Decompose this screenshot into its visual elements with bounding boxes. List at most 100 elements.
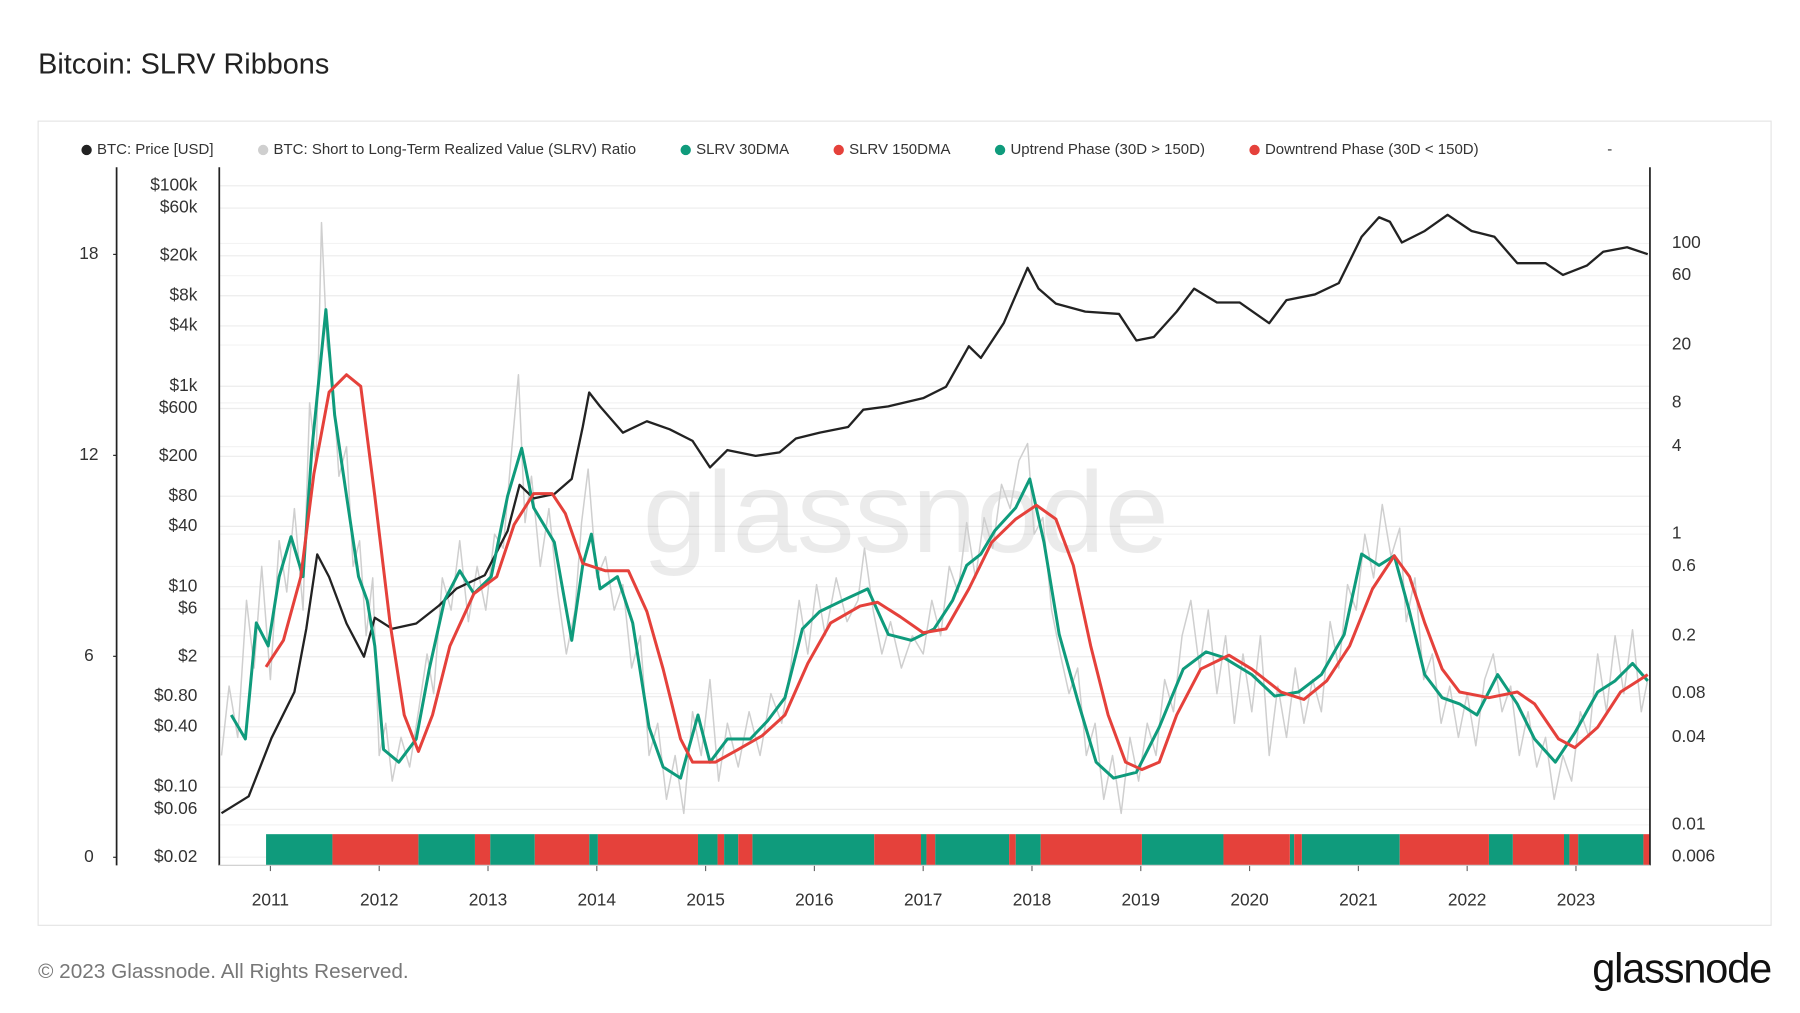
y2-tick-label: 0.2 xyxy=(1672,624,1696,644)
x-tick-label: 2021 xyxy=(1339,890,1377,910)
phase-band xyxy=(1294,834,1302,866)
phase-band xyxy=(1399,834,1489,866)
phase-band xyxy=(597,834,698,866)
phase-band xyxy=(874,834,922,866)
phase-band xyxy=(697,834,718,866)
y-tick-label: $0.02 xyxy=(154,846,197,866)
y-tick-label: $40 xyxy=(169,515,198,535)
y-tick-label: $80 xyxy=(169,485,198,505)
legend-label: SLRV 30DMA xyxy=(696,141,789,158)
phase-band xyxy=(738,834,753,866)
watermark: glassnode xyxy=(643,449,1169,577)
phase-band xyxy=(1569,834,1579,866)
phase-band xyxy=(926,834,936,866)
x-tick-label: 2023 xyxy=(1557,890,1595,910)
y-tick-label: $4k xyxy=(169,314,197,334)
phase-band xyxy=(332,834,419,866)
legend-marker xyxy=(1249,144,1260,156)
phase-band xyxy=(752,834,875,866)
phase-band xyxy=(1643,834,1650,866)
phase-band xyxy=(1563,834,1570,866)
y2-tick-label: 0.01 xyxy=(1672,813,1706,833)
y3-tick-label: 0 xyxy=(84,846,94,866)
legend-label: BTC: Short to Long-Term Realized Value (… xyxy=(274,141,637,158)
y2-tick-label: 4 xyxy=(1672,435,1682,455)
phase-band xyxy=(935,834,1010,866)
y-tick-label: $0.06 xyxy=(154,798,197,818)
y2-tick-label: 0.04 xyxy=(1672,726,1706,746)
phase-band xyxy=(717,834,725,866)
x-tick-label: 2012 xyxy=(360,890,398,910)
legend-note: - xyxy=(1607,141,1612,158)
legend-label: BTC: Price [USD] xyxy=(97,141,214,158)
legend-label: SLRV 150DMA xyxy=(849,141,950,158)
plot xyxy=(220,213,1650,866)
y-tick-label: $10 xyxy=(169,575,198,595)
legend-marker xyxy=(257,144,269,156)
x-tick-label: 2022 xyxy=(1448,890,1486,910)
logo: glassnode xyxy=(1592,944,1771,991)
x-tick-label: 2011 xyxy=(252,890,289,910)
y-tick-label: $8k xyxy=(169,284,197,304)
legend-marker xyxy=(833,144,844,156)
phase-band xyxy=(1141,834,1224,866)
y2-tick-label: 20 xyxy=(1672,334,1691,354)
phase-band xyxy=(490,834,535,866)
phase-band xyxy=(1512,834,1564,866)
series-line xyxy=(220,213,1649,815)
y-tick-label: $0.40 xyxy=(154,715,197,735)
legend-marker xyxy=(81,144,92,156)
x-tick-label: 2013 xyxy=(469,890,507,910)
axes: $0.02 $0.06$0.10 $0.40 $0.80 $2 $6 $10 $40 $80 $2… xyxy=(79,141,1715,910)
y3-tick-label: 12 xyxy=(79,444,98,464)
phase-band xyxy=(1578,834,1644,866)
phase-band xyxy=(474,834,491,866)
phase-band xyxy=(1289,834,1295,866)
chart-title: Bitcoin: SLRV Ribbons xyxy=(38,48,329,80)
y2-tick-label: 0.08 xyxy=(1672,682,1706,702)
phase-band xyxy=(1301,834,1400,866)
y-tick-label: $2 xyxy=(178,645,197,665)
y2-tick-label: 0.6 xyxy=(1672,555,1696,575)
y3-tick-label: 6 xyxy=(84,645,94,665)
y-tick-label: $600 xyxy=(159,397,197,417)
phase-band xyxy=(589,834,598,866)
x-tick-label: 2020 xyxy=(1230,890,1268,910)
phase-band xyxy=(1015,834,1041,866)
y2-tick-label: 1 xyxy=(1672,523,1682,543)
legend-label: Uptrend Phase (30D > 150D) xyxy=(1010,141,1205,158)
x-tick-label: 2018 xyxy=(1013,890,1051,910)
phase-band xyxy=(921,834,927,866)
y2-tick-label: 8 xyxy=(1672,391,1682,411)
y2-tick-label: 60 xyxy=(1672,264,1691,284)
legend-marker xyxy=(994,144,1006,156)
x-tick-label: 2017 xyxy=(904,890,942,910)
phase-band xyxy=(266,834,333,866)
y2-tick-label: 100 xyxy=(1672,232,1701,252)
y-tick-label: $20k xyxy=(160,244,198,264)
x-tick-label: 2014 xyxy=(578,890,617,910)
y3-tick-label: 18 xyxy=(79,243,98,263)
phase-band xyxy=(534,834,590,866)
y-tick-label: $6 xyxy=(178,598,197,618)
x-tick-label: 2015 xyxy=(686,890,724,910)
y-tick-label: $200 xyxy=(159,445,197,465)
phase-band xyxy=(1040,834,1142,866)
y2-tick-label: 0.006 xyxy=(1672,846,1715,866)
x-tick-label: 2016 xyxy=(795,890,833,910)
phase-band xyxy=(418,834,475,866)
x-tick-label: 2019 xyxy=(1122,890,1160,910)
copyright: © 2023 Glassnode. All Rights Reserved. xyxy=(38,960,409,983)
legend-label: Downtrend Phase (30D < 150D) xyxy=(1265,141,1479,158)
series-line xyxy=(264,373,1649,772)
y-tick-label: $0.80 xyxy=(154,685,197,705)
y-tick-label: $1k xyxy=(169,375,197,395)
phase-band xyxy=(724,834,739,866)
phase-band xyxy=(1009,834,1016,866)
series-line xyxy=(220,221,1649,815)
y-tick-label: $60k xyxy=(160,197,198,217)
y-tick-label: $0.10 xyxy=(154,776,197,796)
phase-band xyxy=(1488,834,1513,866)
